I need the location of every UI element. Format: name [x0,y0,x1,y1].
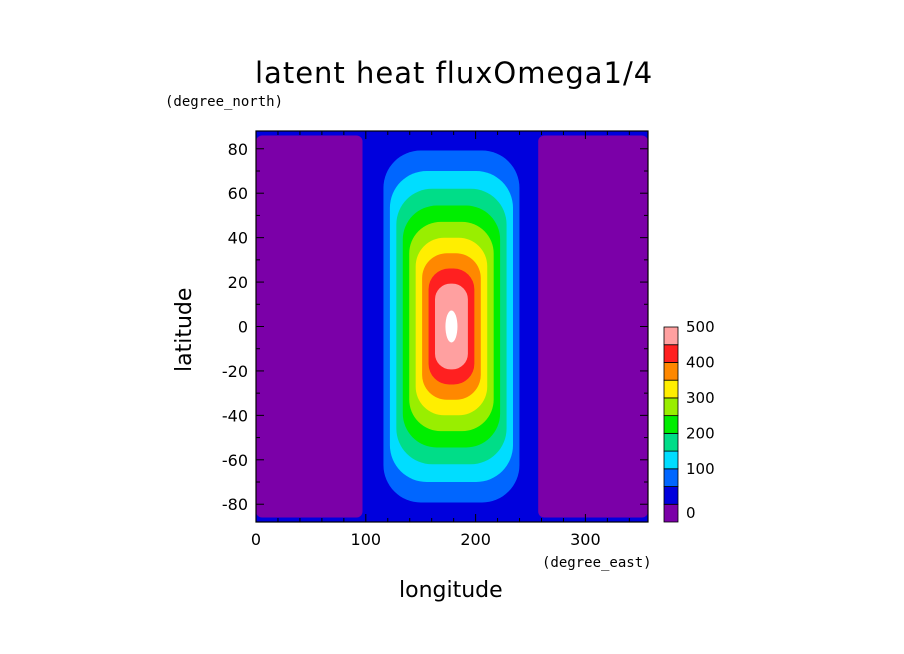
x-tick-label: 200 [460,530,491,549]
colorbar-segment [663,432,679,452]
y-unit-label: (degree_north) [165,94,284,110]
colorbar-segment [663,415,679,434]
y-tick-label: -80 [222,495,248,514]
y-tick-label: -40 [222,406,248,425]
colorbar-segment [663,468,679,487]
x-tick-label: 0 [251,530,261,549]
colorbar-label: 200 [686,424,715,442]
y-tick-label: 60 [228,184,248,203]
colorbar-segment [663,397,679,417]
y-tick-label: 0 [238,318,248,337]
x-unit-label: (degree_east) [542,555,652,571]
y-tick-label: 20 [228,273,248,292]
peak-spot [445,310,458,343]
colorbar-label: 400 [686,353,715,371]
colorbar-label: 500 [686,318,715,336]
colorbar-segment [663,379,679,399]
x-axis-label: longitude [399,578,503,603]
x-tick-label: 300 [570,530,601,549]
colorbar-segment [663,344,679,363]
colorbar-label: 300 [686,389,715,407]
low-region-0 [256,135,363,518]
y-tick-label: -20 [222,362,248,381]
colorbar-segment [663,450,679,470]
y-tick-label: 80 [228,140,248,159]
x-tick-label: 100 [351,530,382,549]
colorbar-label: 0 [686,504,696,522]
low-region-1 [538,135,648,518]
colorbar-label: 100 [686,460,715,478]
colorbar-segment [663,362,679,381]
y-tick-label: -60 [222,451,248,470]
colorbar-segment [663,326,679,346]
chart-title: latent heat fluxOmega1/4 [255,56,654,90]
y-tick-label: 40 [228,229,248,248]
colorbar-segment [663,486,679,505]
colorbar-segment [663,503,679,523]
